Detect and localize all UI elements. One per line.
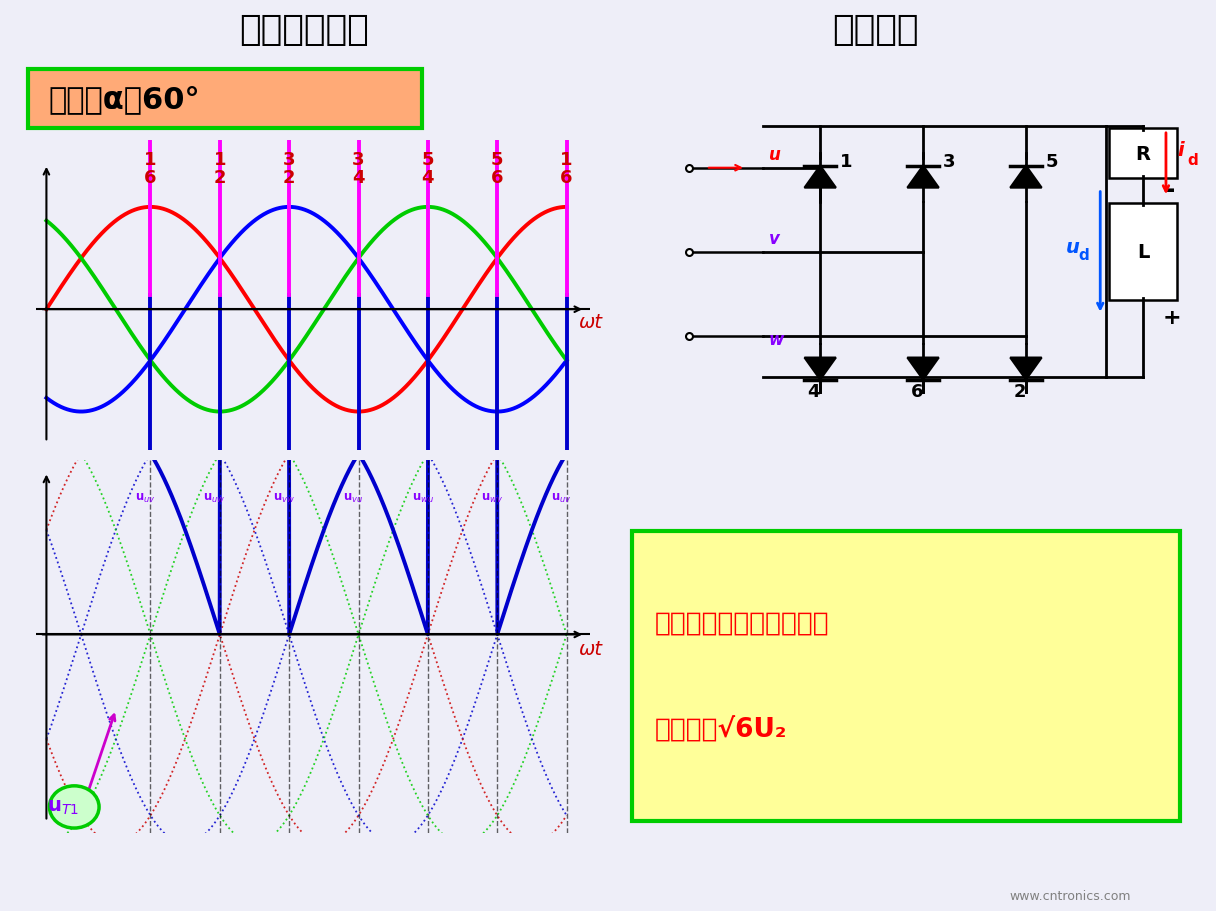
Text: u: u	[58, 790, 74, 810]
Text: 3: 3	[944, 152, 956, 170]
FancyBboxPatch shape	[631, 532, 1181, 821]
Polygon shape	[907, 167, 939, 189]
Text: u$_{T1}$: u$_{T1}$	[47, 797, 79, 816]
Text: 2: 2	[283, 169, 295, 187]
Text: www.cntronics.com: www.cntronics.com	[1009, 889, 1131, 902]
Text: 3: 3	[353, 151, 365, 169]
FancyBboxPatch shape	[1109, 204, 1177, 301]
Text: 6: 6	[491, 169, 503, 187]
Polygon shape	[805, 358, 835, 380]
Text: ωt: ωt	[579, 312, 602, 332]
Text: 控制角α＝60°: 控制角α＝60°	[49, 85, 199, 114]
Text: L: L	[1137, 243, 1149, 261]
Text: 4: 4	[807, 383, 820, 401]
Text: -: -	[1164, 176, 1175, 204]
Text: ωt: ωt	[579, 640, 602, 659]
Text: v: v	[769, 230, 779, 248]
Text: u$_{uw}$: u$_{uw}$	[203, 492, 226, 505]
Text: 4: 4	[422, 169, 434, 187]
Text: 三相全控桥式: 三相全控桥式	[240, 13, 368, 46]
Text: 2: 2	[214, 169, 226, 187]
Text: 4: 4	[353, 169, 365, 187]
Text: 2: 2	[1013, 383, 1026, 401]
Polygon shape	[1010, 358, 1042, 380]
Polygon shape	[907, 358, 939, 380]
Text: u$_{uv}$: u$_{uv}$	[551, 492, 572, 505]
FancyBboxPatch shape	[28, 70, 422, 128]
Text: d: d	[1079, 248, 1090, 263]
Text: 晶闸管承受的最大正、反: 晶闸管承受的最大正、反	[654, 610, 829, 636]
Text: +: +	[1164, 308, 1182, 328]
Text: 1: 1	[214, 151, 226, 169]
Text: 1: 1	[840, 152, 852, 170]
Text: 5: 5	[422, 151, 434, 169]
Ellipse shape	[50, 786, 98, 828]
Text: 向压降为√6U₂: 向压降为√6U₂	[654, 717, 787, 743]
Text: u$_{vu}$: u$_{vu}$	[343, 492, 364, 505]
Text: 6: 6	[561, 169, 573, 187]
Text: u: u	[769, 146, 781, 164]
Text: 1: 1	[145, 151, 157, 169]
Text: i: i	[1177, 141, 1184, 160]
Text: 3: 3	[283, 151, 295, 169]
Text: 6: 6	[911, 383, 923, 401]
Text: u: u	[1066, 238, 1080, 256]
Text: 5: 5	[491, 151, 503, 169]
FancyBboxPatch shape	[1109, 128, 1177, 179]
Polygon shape	[805, 167, 835, 189]
Polygon shape	[1010, 167, 1042, 189]
Text: w: w	[769, 331, 784, 349]
Text: u$_{uv}$: u$_{uv}$	[135, 492, 156, 505]
Text: u$_{wu}$: u$_{wu}$	[411, 492, 434, 505]
Text: R: R	[1136, 144, 1150, 163]
Text: u$_{vw}$: u$_{vw}$	[272, 492, 295, 505]
Text: d: d	[1187, 152, 1198, 168]
Text: 1: 1	[561, 151, 573, 169]
Text: T1: T1	[69, 799, 92, 817]
Text: 5: 5	[1046, 152, 1058, 170]
Text: 工作原理: 工作原理	[832, 13, 919, 46]
Text: u$_{wv}$: u$_{wv}$	[480, 492, 503, 505]
Text: 6: 6	[145, 169, 157, 187]
